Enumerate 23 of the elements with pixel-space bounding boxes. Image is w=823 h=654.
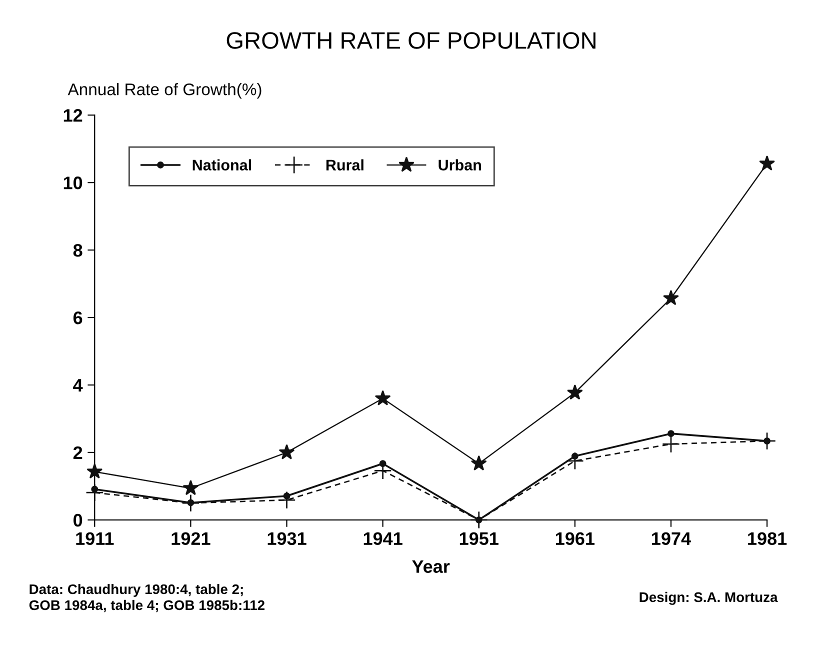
legend-label: Rural	[326, 159, 364, 170]
x-tick-label: 1911	[76, 532, 114, 545]
x-tick-label: 1951	[460, 532, 498, 545]
y-tick-label: 8	[73, 244, 82, 257]
x-tick-label: 1921	[172, 532, 210, 545]
legend-label: Urban	[438, 159, 481, 170]
legend-label: National	[192, 159, 252, 170]
x-axis-title: Year	[412, 560, 450, 573]
y-tick-label: 4	[73, 379, 83, 392]
y-tick-label: 0	[74, 514, 82, 527]
y-tick-label: 6	[73, 311, 82, 324]
x-tick-label: 1941	[364, 532, 402, 545]
x-tick-label: 1974	[652, 532, 691, 545]
x-tick-label: 1931	[268, 532, 306, 546]
y-axis-title: Annual Rate of Growth(%)	[68, 83, 262, 99]
chart-title: GROWTH RATE OF POPULATION	[226, 32, 596, 49]
y-tick-label: 12	[64, 109, 82, 122]
x-tick-label: 1981	[748, 532, 787, 545]
y-tick-label: 10	[64, 176, 82, 190]
x-tick-label: 1961	[556, 532, 595, 545]
text: Data: Chaudhury 1980:4, table 2; GOB 1984a, table 4; GOB 1985b:112	[29, 584, 264, 612]
y-tick-label: 2	[73, 446, 82, 459]
text: Design: S.A. Mortuza	[640, 592, 778, 605]
